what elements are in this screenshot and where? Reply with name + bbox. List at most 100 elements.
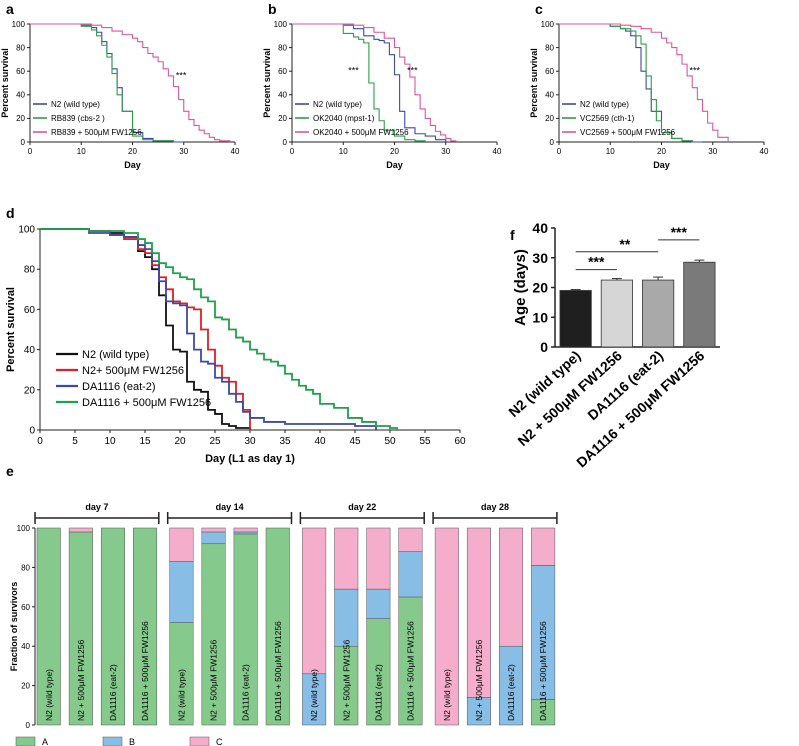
stack-segment-C	[466, 527, 491, 698]
bar-label: N2 (wild type)	[44, 669, 54, 721]
x-tick-label: 0	[37, 436, 43, 447]
x-tick-label: 20	[657, 147, 666, 156]
stack-segment-C	[334, 527, 359, 590]
x-tick-label: 5	[72, 436, 78, 447]
legend-label-2: RB839 + 500μM FW1256	[51, 128, 142, 137]
panel-letter-e: e	[6, 463, 14, 479]
stack-segment-C	[201, 527, 226, 533]
bar-label: DA1116 + 500μM FW1256	[538, 621, 548, 721]
x-tick-label: 40	[231, 147, 240, 156]
panel-letter-c: c	[535, 1, 543, 17]
stack-segment-C	[169, 527, 194, 562]
y-tick-label: 40	[545, 91, 554, 100]
stack-segment-B	[366, 588, 391, 619]
significance-label-2: ***	[671, 224, 688, 240]
survival-curve-0	[559, 23, 703, 143]
legend-label-1: VC2569 (cth-1)	[580, 114, 635, 123]
stack-segment-B	[233, 531, 258, 535]
y-axis-title: Percent survival	[262, 48, 272, 118]
y-tick-label: 10	[532, 309, 548, 325]
survivor-fraction-chart-e: 0 20 40 60 80 100 Fraction of survivors N2 (wil…	[9, 502, 558, 746]
y-tick-label: 80	[21, 563, 30, 572]
y-tick-label: 100	[541, 20, 555, 29]
x-tick-label: 10	[104, 436, 116, 447]
stack-segment-C	[366, 527, 391, 590]
y-tick-label: 0	[26, 721, 31, 730]
group-label: day 14	[216, 502, 244, 512]
group-label: day 28	[481, 502, 509, 512]
x-tick-label: 40	[314, 436, 326, 447]
x-tick-label: 55	[419, 436, 431, 447]
significance-label-0: ***	[588, 254, 605, 270]
x-tick-label: 10	[339, 147, 348, 156]
y-tick-label: 40	[278, 91, 287, 100]
y-tick-label: 80	[24, 265, 36, 276]
x-tick-label: 20	[128, 147, 137, 156]
x-tick-label: 20	[390, 147, 399, 156]
survival-chart-b: 0 20 40 60 80 100 0 10 20 30 40 Day Percent survival…	[262, 20, 502, 170]
stack-segment-B	[398, 551, 423, 598]
y-axis-title: Percent survival	[5, 287, 17, 372]
survival-chart-a: 0 20 40 60 80 100 0 10 20 30 40 Day Percent survival…	[0, 20, 240, 170]
y-tick-label: 100	[18, 225, 35, 236]
legend-label-B: B	[129, 737, 135, 746]
y-tick-label: 0	[29, 426, 35, 437]
x-axis-title: Day (L1 as day 1)	[205, 453, 295, 465]
legend-label-1: N2+ 500μM FW1256	[82, 365, 184, 377]
bar-label: N2 + 500μM FW1256	[474, 640, 484, 721]
survival-curve-1	[559, 23, 693, 142]
y-tick-label: 20	[21, 682, 30, 691]
y-tick-label: 30	[532, 250, 548, 266]
y-tick-label: 80	[16, 43, 25, 52]
y-tick-label: 20	[278, 114, 287, 123]
y-tick-label: 20	[16, 114, 25, 123]
legend-swatch-B	[102, 736, 123, 746]
y-tick-label: 60	[21, 603, 30, 612]
stack-segment-B	[334, 588, 359, 647]
y-tick-label: 100	[17, 524, 31, 533]
legend-label-0: N2 (wild type)	[51, 100, 100, 109]
x-tick-label: 30	[708, 147, 717, 156]
stack-segment-C	[302, 527, 327, 675]
legend-label-0: N2 (wild type)	[580, 100, 629, 109]
x-tick-label: 10	[606, 147, 615, 156]
x-tick-label: 0	[557, 147, 562, 156]
group-label: day 7	[85, 502, 108, 512]
stack-segment-C	[531, 527, 556, 566]
y-tick-label: 100	[12, 20, 26, 29]
y-tick-label: 80	[278, 43, 287, 52]
legend-label-2: DA1116 (eat-2)	[82, 381, 156, 393]
significance-marker-1: ***	[407, 66, 418, 76]
survival-chart-c: 0 20 40 60 80 100 0 10 20 30 40 Day Percent survival…	[529, 20, 769, 170]
x-axis-title: Day	[653, 160, 670, 170]
y-tick-label: 20	[545, 114, 554, 123]
bar-label: N2 + 500μM FW1256	[76, 640, 86, 721]
panel-letter-a: a	[6, 1, 14, 17]
x-tick-label: 10	[77, 147, 86, 156]
x-tick-label: 50	[384, 436, 396, 447]
survival-curve-1	[292, 23, 426, 142]
survival-chart-d: 0 20 40 60 80 100 0 5 10 15 20 25 30 35 40 45 50 55 60 Day …	[5, 225, 466, 466]
bar-2	[642, 279, 675, 348]
bar-label: DA1116 + 500μM FW1256	[273, 621, 283, 721]
x-tick-label: 0	[28, 147, 33, 156]
panel-letter-d: d	[6, 205, 15, 221]
survival-curve-1	[30, 23, 175, 142]
survival-curve-0	[30, 23, 184, 143]
panel-letter-b: b	[268, 1, 277, 17]
stack-segment-A	[265, 527, 290, 726]
bar-label: DA1116 + 500μM FW1256	[405, 621, 415, 721]
y-tick-label: 60	[278, 67, 287, 76]
significance-marker: ***	[176, 70, 187, 80]
legend-label-0: N2 (wild type)	[82, 349, 149, 361]
y-axis-title: Age (days)	[512, 249, 529, 326]
stack-segment-A	[100, 527, 125, 726]
group-label: day 22	[348, 502, 376, 512]
x-axis-title: Day	[124, 160, 141, 170]
survival-curve-2	[559, 23, 729, 142]
y-tick-label: 60	[545, 67, 554, 76]
legend-label-2: VC2569 + 500μM FW1256	[580, 128, 676, 137]
bar-0	[559, 290, 592, 348]
x-tick-label: 20	[174, 436, 186, 447]
